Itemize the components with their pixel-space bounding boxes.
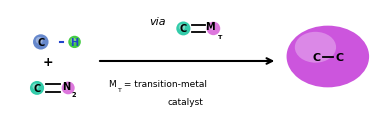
Text: catalyst: catalyst xyxy=(167,97,203,106)
Text: +: + xyxy=(43,56,54,68)
Text: 2: 2 xyxy=(72,91,76,97)
Ellipse shape xyxy=(179,25,185,31)
Text: N: N xyxy=(62,81,70,91)
Ellipse shape xyxy=(64,84,70,90)
Text: via: via xyxy=(149,16,166,26)
Ellipse shape xyxy=(295,32,336,63)
Ellipse shape xyxy=(206,22,220,36)
Text: C: C xyxy=(33,83,41,93)
Ellipse shape xyxy=(176,22,191,36)
Text: M: M xyxy=(206,22,215,32)
Text: T: T xyxy=(218,35,222,39)
Text: C: C xyxy=(37,38,44,48)
Ellipse shape xyxy=(68,36,81,49)
Text: C: C xyxy=(335,52,343,62)
Ellipse shape xyxy=(209,25,215,31)
Text: T: T xyxy=(117,87,121,92)
Text: H: H xyxy=(70,38,79,48)
Ellipse shape xyxy=(33,35,48,50)
Ellipse shape xyxy=(70,39,76,44)
Ellipse shape xyxy=(287,26,369,88)
Text: C: C xyxy=(313,52,321,62)
Ellipse shape xyxy=(62,82,75,95)
Text: M: M xyxy=(108,79,116,88)
Ellipse shape xyxy=(30,81,44,95)
Text: C: C xyxy=(180,24,187,34)
Ellipse shape xyxy=(33,84,39,90)
Text: = transition-metal: = transition-metal xyxy=(121,79,207,88)
Ellipse shape xyxy=(36,38,43,44)
